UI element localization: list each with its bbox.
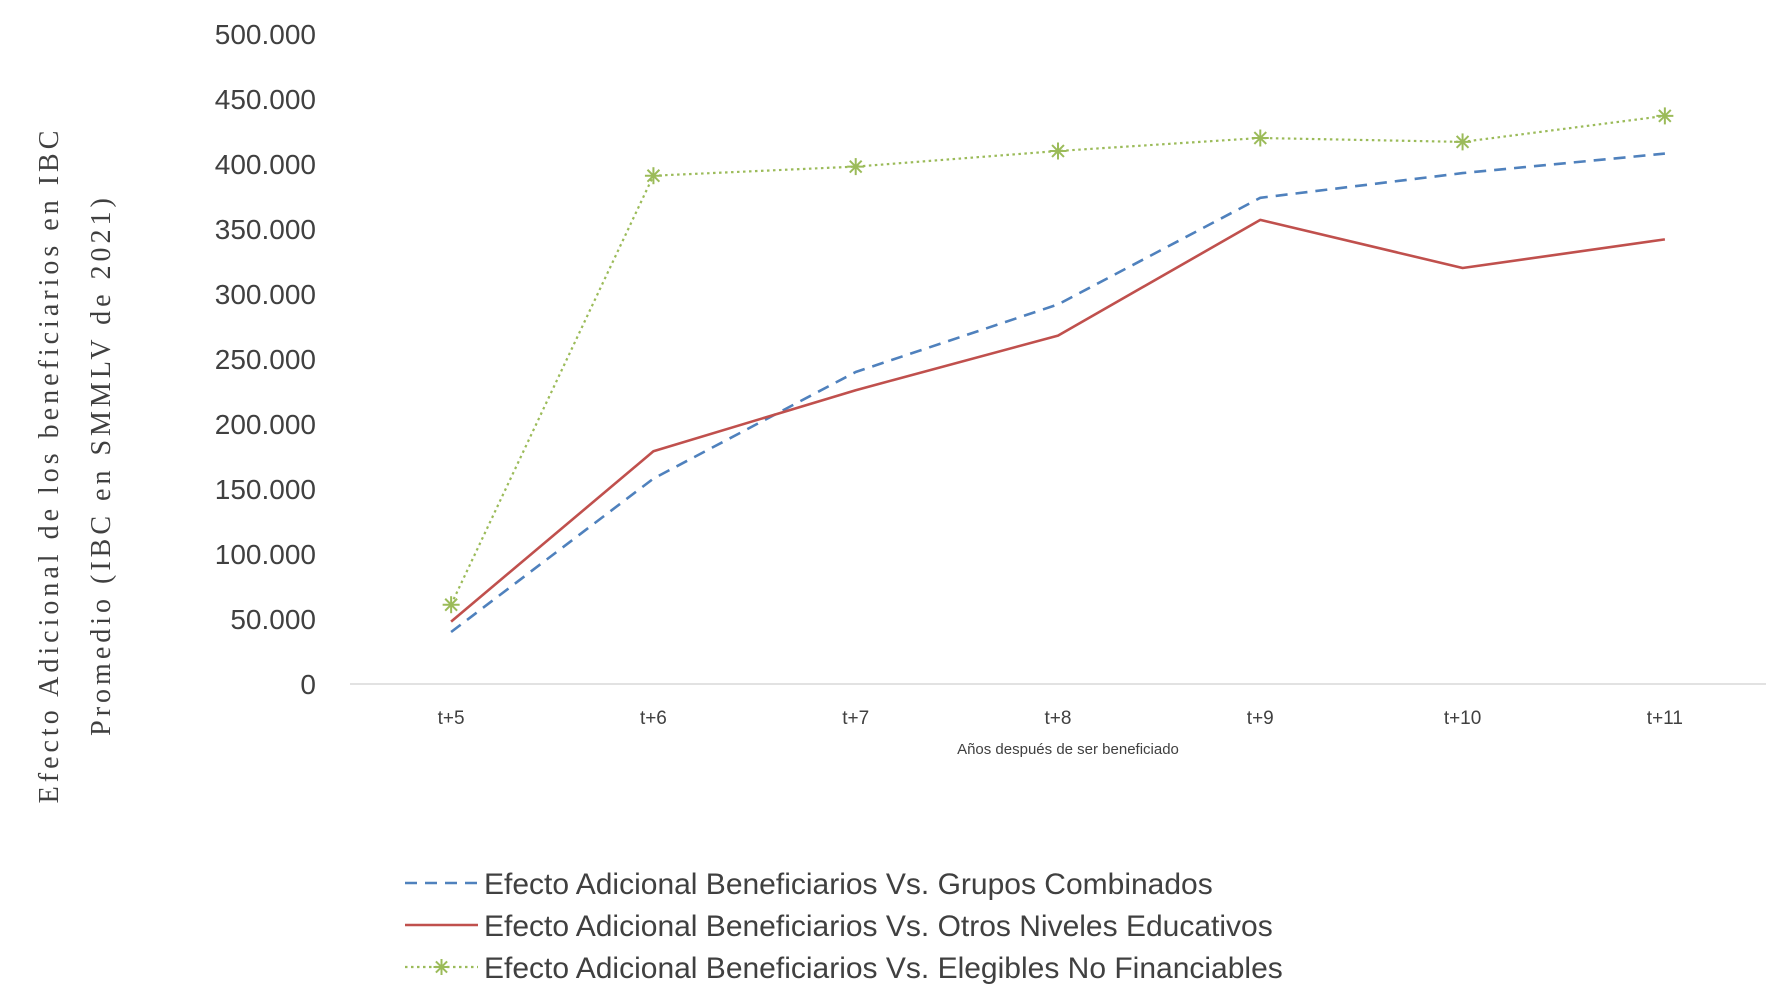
legend-item: Efecto Adicional Beneficiarios Vs. Elegi… — [405, 952, 1283, 984]
x-tick-label: t+9 — [1247, 708, 1274, 729]
series-3 — [442, 107, 1674, 614]
series-line — [450, 114, 1666, 606]
y-tick-label: 0 — [300, 669, 316, 700]
y-tick-label: 500.000 — [215, 19, 316, 50]
y-tick-label: 150.000 — [215, 474, 316, 505]
x-tick-label: t+7 — [842, 708, 869, 729]
x-tick-label: t+11 — [1647, 708, 1683, 729]
x-axis-ticks: t+5 t+6 t+7 t+8 t+9 t+10 t+11 — [438, 708, 1683, 729]
series-2 — [450, 218, 1666, 623]
y-axis-ticks: 0 50.000 100.000 150.000 200.000 250.000 300.0… — [215, 19, 316, 700]
y-tick-label: 400.000 — [215, 149, 316, 180]
y-tick-label: 200.000 — [215, 409, 316, 440]
data-point-marker — [644, 167, 662, 185]
y-axis-title-line-1: Efecto Adicional de los beneficiarios en… — [34, 127, 65, 804]
series-1 — [450, 152, 1666, 634]
data-point-marker — [442, 596, 460, 614]
series-line — [450, 218, 1666, 623]
legend-label: Efecto Adicional Beneficiarios Vs. Grupo… — [484, 868, 1213, 901]
legend-item: Efecto Adicional Beneficiarios Vs. Otros… — [405, 910, 1273, 943]
x-tick-label: t+5 — [438, 708, 465, 729]
x-tick-label: t+10 — [1444, 708, 1482, 729]
data-point-marker — [1049, 142, 1067, 160]
y-tick-label: 300.000 — [215, 279, 316, 310]
y-tick-label: 350.000 — [215, 214, 316, 245]
x-tick-label: t+6 — [640, 708, 667, 729]
data-point-marker — [1656, 107, 1674, 125]
y-tick-label: 450.000 — [215, 84, 316, 115]
legend-label: Efecto Adicional Beneficiarios Vs. Otros… — [484, 910, 1273, 943]
data-point-marker — [847, 158, 865, 176]
data-point-marker — [1454, 133, 1472, 151]
legend-label: Efecto Adicional Beneficiarios Vs. Elegi… — [484, 952, 1283, 984]
legend: Efecto Adicional Beneficiarios Vs. Grupo… — [405, 868, 1283, 984]
y-axis-title-line-2: Promedio (IBC en SMMLV de 2021) — [86, 194, 117, 736]
x-tick-label: t+8 — [1045, 708, 1072, 729]
y-tick-label: 100.000 — [215, 539, 316, 570]
legend-marker — [433, 959, 450, 975]
series-layer — [442, 107, 1674, 634]
x-axis-title: Años después de ser beneficiado — [957, 741, 1179, 758]
y-tick-label: 250.000 — [215, 344, 316, 375]
series-line — [450, 152, 1666, 634]
y-axis-title: Efecto Adicional de los beneficiarios en… — [34, 127, 117, 804]
data-point-marker — [1251, 129, 1269, 147]
y-tick-label: 50.000 — [230, 604, 316, 635]
legend-item: Efecto Adicional Beneficiarios Vs. Grupo… — [405, 868, 1213, 901]
